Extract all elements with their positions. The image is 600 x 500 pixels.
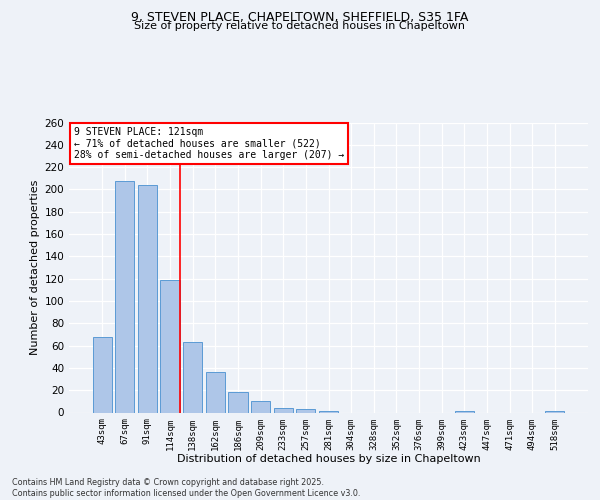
- Bar: [115, 180, 134, 412]
- Bar: [183, 342, 202, 412]
- Bar: [251, 402, 270, 412]
- Bar: [229, 392, 248, 412]
- Text: Contains HM Land Registry data © Crown copyright and database right 2025.
Contai: Contains HM Land Registry data © Crown c…: [12, 478, 361, 498]
- X-axis label: Distribution of detached houses by size in Chapeltown: Distribution of detached houses by size …: [176, 454, 481, 464]
- Bar: [296, 409, 316, 412]
- Bar: [274, 408, 293, 412]
- Y-axis label: Number of detached properties: Number of detached properties: [30, 180, 40, 355]
- Text: 9, STEVEN PLACE, CHAPELTOWN, SHEFFIELD, S35 1FA: 9, STEVEN PLACE, CHAPELTOWN, SHEFFIELD, …: [131, 11, 469, 24]
- Bar: [138, 185, 157, 412]
- Text: Size of property relative to detached houses in Chapeltown: Size of property relative to detached ho…: [134, 21, 466, 31]
- Bar: [206, 372, 225, 412]
- Text: 9 STEVEN PLACE: 121sqm
← 71% of detached houses are smaller (522)
28% of semi-de: 9 STEVEN PLACE: 121sqm ← 71% of detached…: [74, 127, 344, 160]
- Bar: [160, 280, 180, 412]
- Bar: [92, 336, 112, 412]
